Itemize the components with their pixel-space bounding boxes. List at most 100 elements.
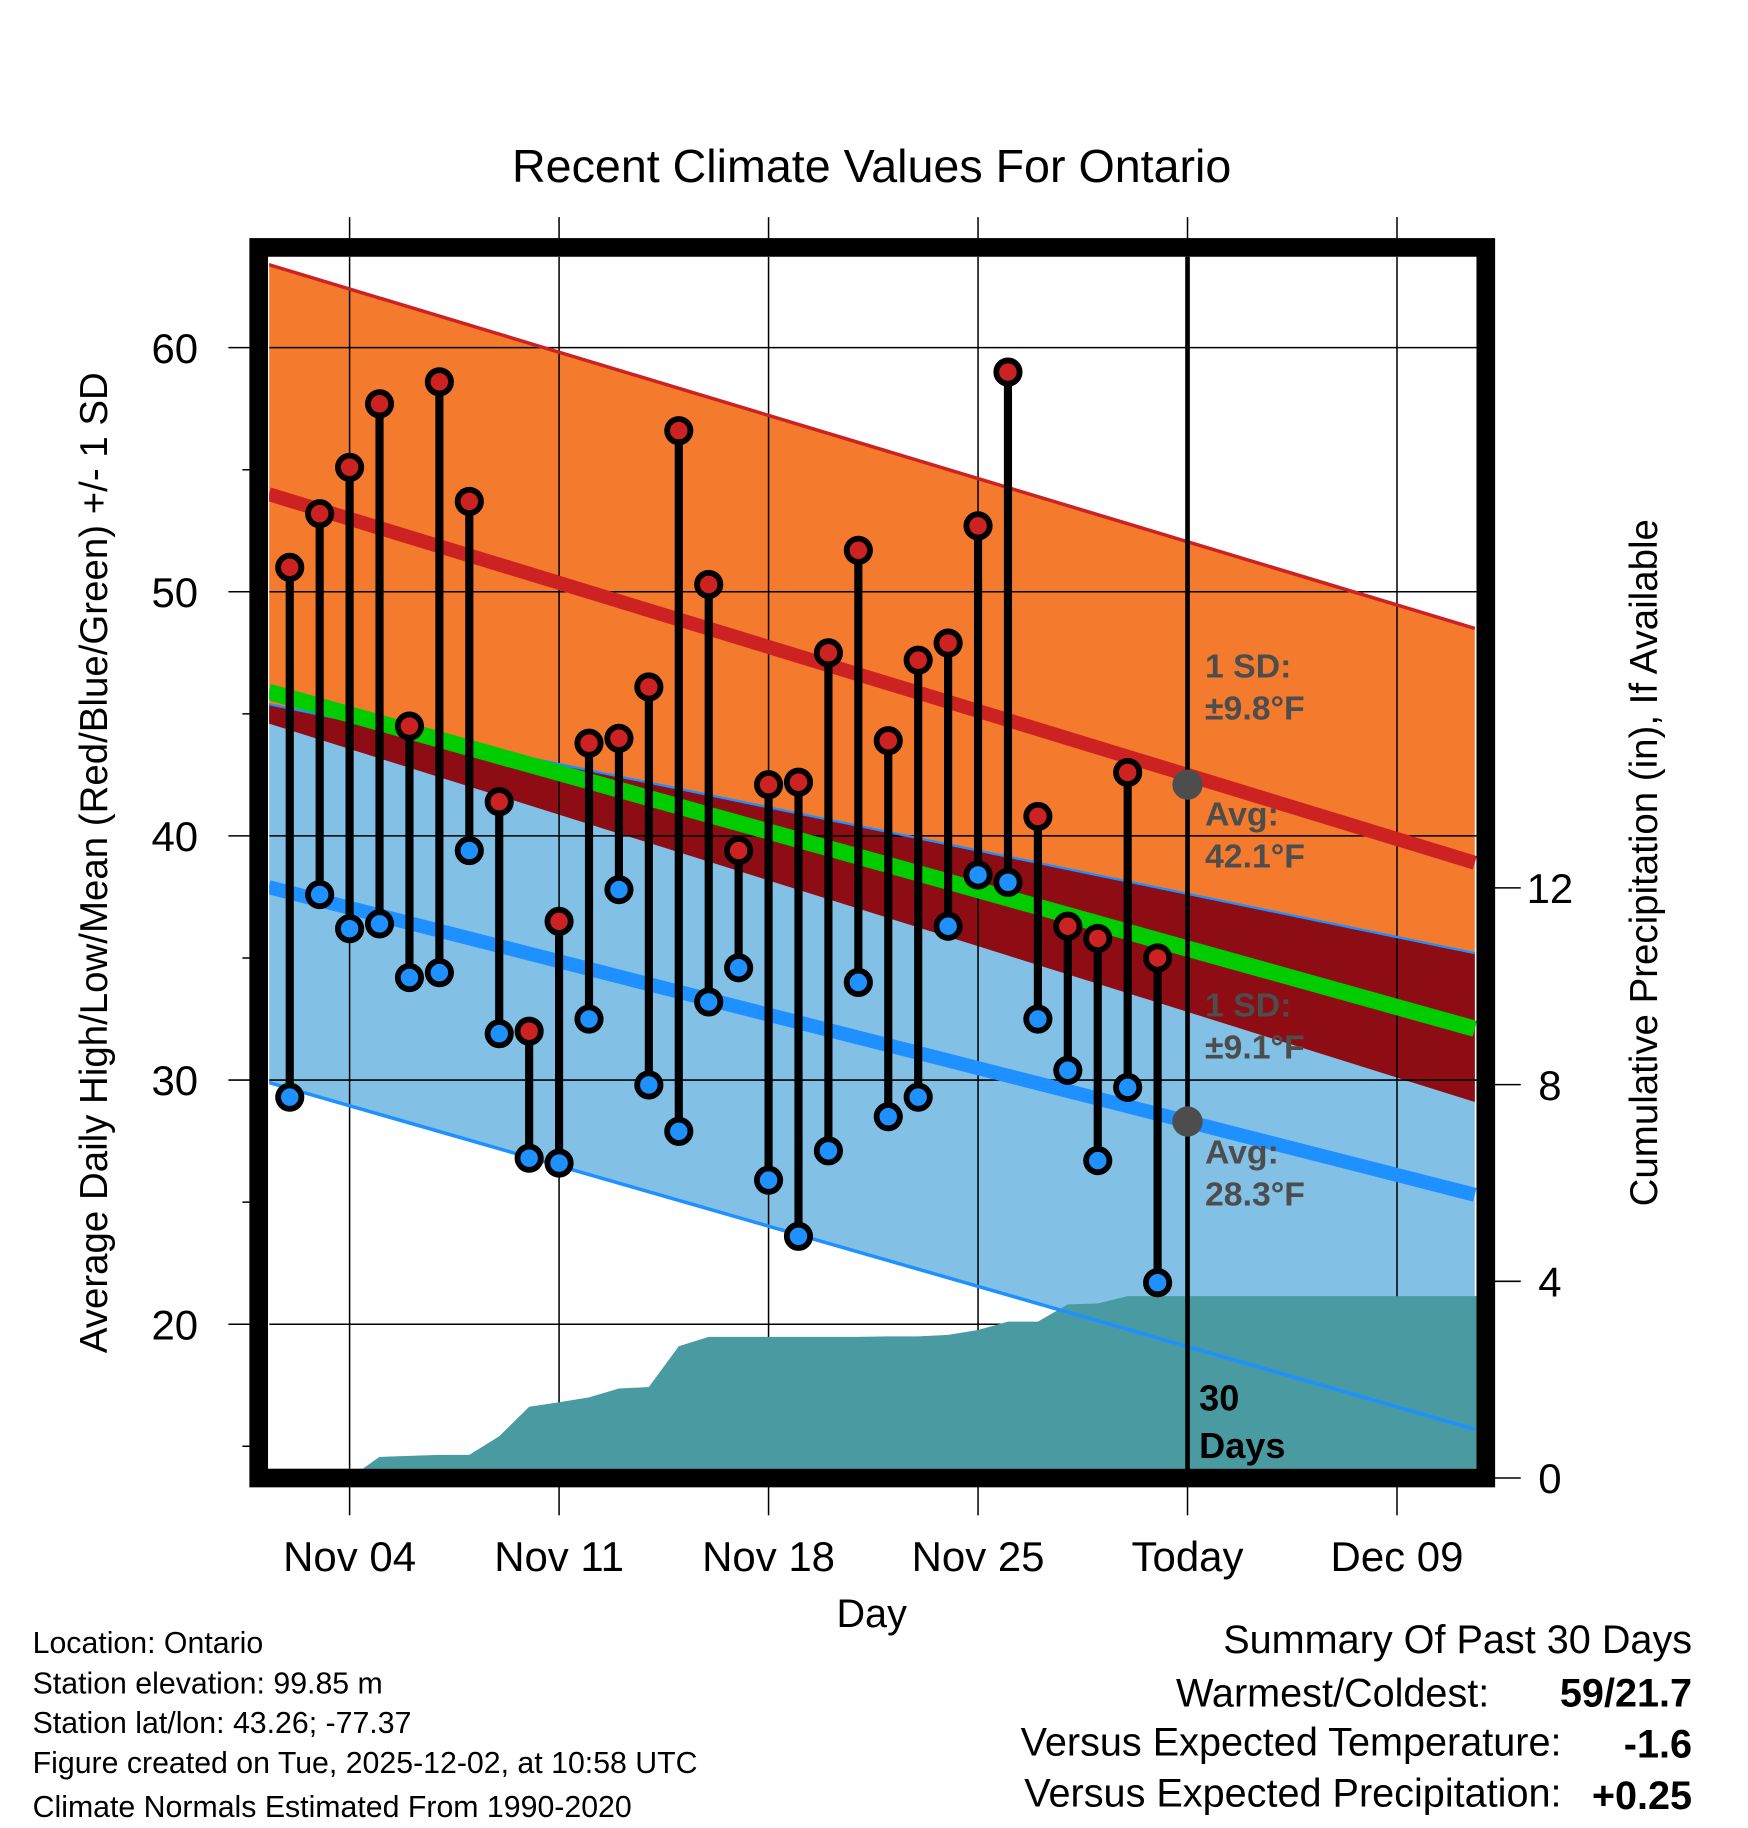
daily-low-point xyxy=(574,1004,604,1034)
temp-vs-expected-label: Versus Expected Temperature: xyxy=(1021,1720,1562,1764)
temp-vs-expected-value: -1.6 xyxy=(1624,1723,1692,1767)
chart-title: Recent Climate Values For Ontario xyxy=(512,140,1231,192)
daily-high-point xyxy=(813,638,843,668)
daily-low-point xyxy=(484,1019,514,1049)
y-tick-label: 30 xyxy=(151,1057,198,1104)
annotation-low-sd-line1: 1 SD: xyxy=(1205,987,1291,1025)
y-tick-label: 60 xyxy=(151,325,198,372)
daily-high-point xyxy=(1143,943,1173,973)
daily-low-point xyxy=(335,914,365,944)
high-avg-marker xyxy=(1172,769,1203,800)
footer-created: Figure created on Tue, 2025-12-02, at 10… xyxy=(33,1747,698,1780)
daily-high-point xyxy=(394,711,425,741)
daily-high-point xyxy=(1023,801,1053,831)
y2-axis-label: Cumulative Precipitation (in), If Availa… xyxy=(1623,519,1666,1206)
annotation-low-sd-line2: ±9.1°F xyxy=(1205,1029,1305,1067)
daily-low-point xyxy=(1053,1055,1083,1085)
warmest-label: Warmest/Coldest: xyxy=(1176,1671,1489,1715)
y2-tick-label: 12 xyxy=(1527,865,1574,912)
period-label-number: 30 xyxy=(1199,1377,1239,1418)
daily-low-point xyxy=(305,879,335,910)
daily-low-point xyxy=(454,836,484,866)
daily-low-point xyxy=(724,953,754,983)
daily-low-point xyxy=(394,962,425,993)
footer-normals: Climate Normals Estimated From 1990-2020 xyxy=(33,1791,632,1824)
summary-title: Summary Of Past 30 Days xyxy=(1223,1618,1692,1662)
daily-low-point xyxy=(963,860,993,890)
y-tick-label: 40 xyxy=(151,813,198,860)
daily-low-point xyxy=(544,1148,574,1178)
daily-high-point xyxy=(275,552,305,582)
daily-low-point xyxy=(813,1136,843,1166)
annotation-high-sd-line2: ±9.8°F xyxy=(1205,689,1305,727)
low-avg-marker xyxy=(1172,1106,1203,1137)
annotation-high-avg-line1: Avg: xyxy=(1205,795,1279,833)
y-tick-label: 50 xyxy=(151,569,198,616)
daily-high-point xyxy=(903,645,933,675)
annotation-low-avg-line2: 28.3°F xyxy=(1205,1175,1305,1213)
daily-high-point xyxy=(514,1016,544,1046)
daily-high-point xyxy=(724,836,754,866)
footer-info: Location: Ontario Station elevation: 99.… xyxy=(33,1627,698,1824)
low-avg-line xyxy=(269,880,1477,1202)
plot-area xyxy=(269,256,1477,1469)
daily-high-point xyxy=(424,367,454,397)
y-axis-label: Average Daily High/Low/Mean (Red/Blue/Gr… xyxy=(73,372,116,1353)
daily-low-point xyxy=(933,911,963,941)
annotation-high-sd-line1: 1 SD: xyxy=(1205,647,1291,685)
x-tick-label: Nov 11 xyxy=(494,1533,624,1580)
x-tick-label: Today xyxy=(1132,1533,1244,1580)
daily-low-point xyxy=(514,1143,544,1173)
daily-low-point xyxy=(993,867,1023,897)
daily-low-point xyxy=(1083,1146,1113,1176)
summary-panel: Summary Of Past 30 Days Warmest/Coldest:… xyxy=(1021,1618,1692,1818)
warmest-value: 59/21.7 xyxy=(1560,1671,1692,1715)
annotation-low-avg-line1: Avg: xyxy=(1205,1133,1279,1171)
daily-high-point xyxy=(364,389,395,419)
footer-location: Location: Ontario xyxy=(33,1627,264,1660)
y2-tick-label: 0 xyxy=(1538,1455,1561,1502)
daily-high-point xyxy=(783,767,814,797)
daily-high-point xyxy=(873,726,903,756)
y-tick-label: 20 xyxy=(151,1301,198,1348)
daily-high-point xyxy=(993,357,1023,387)
daily-high-point xyxy=(544,906,574,936)
daily-low-point xyxy=(664,1116,694,1146)
daily-high-point xyxy=(1083,923,1113,954)
daily-low-point xyxy=(903,1082,933,1112)
daily-low-point xyxy=(873,1102,903,1132)
daily-low-point xyxy=(364,909,395,939)
x-tick-label: Dec 09 xyxy=(1331,1533,1464,1580)
period-label-days: Days xyxy=(1199,1425,1285,1466)
daily-high-point xyxy=(664,416,694,446)
daily-high-point xyxy=(753,770,784,800)
y2-tick-label: 4 xyxy=(1538,1258,1561,1305)
high-plus-sd-line xyxy=(269,262,1476,631)
daily-high-point xyxy=(843,535,873,565)
footer-latlon: Station lat/lon: 43.26; -77.37 xyxy=(33,1707,412,1740)
daily-low-point xyxy=(424,958,454,988)
daily-high-point xyxy=(1053,911,1083,941)
daily-low-point xyxy=(1113,1072,1143,1102)
precipitation-area xyxy=(362,1296,1477,1469)
daily-high-point xyxy=(335,452,365,482)
low-minus-sd-line xyxy=(269,1080,1476,1431)
daily-high-point xyxy=(604,723,634,753)
daily-high-point xyxy=(574,728,604,758)
daily-high-point xyxy=(634,672,664,702)
footer-elevation: Station elevation: 99.85 m xyxy=(33,1668,383,1701)
daily-high-point xyxy=(305,499,335,529)
daily-high-point xyxy=(1113,757,1143,788)
daily-low-point xyxy=(634,1070,664,1100)
daily-high-point xyxy=(484,787,514,817)
overlap-band xyxy=(269,704,1475,1103)
x-tick-label: Nov 18 xyxy=(702,1533,835,1580)
daily-low-point xyxy=(275,1082,305,1112)
daily-low-point xyxy=(1143,1268,1173,1298)
daily-low-point xyxy=(1023,1004,1053,1034)
low-sd-band xyxy=(269,704,1475,1430)
x-tick-label: Nov 04 xyxy=(283,1533,416,1580)
daily-high-point xyxy=(963,511,993,541)
precip-vs-expected-label: Versus Expected Precipitation: xyxy=(1024,1772,1561,1816)
